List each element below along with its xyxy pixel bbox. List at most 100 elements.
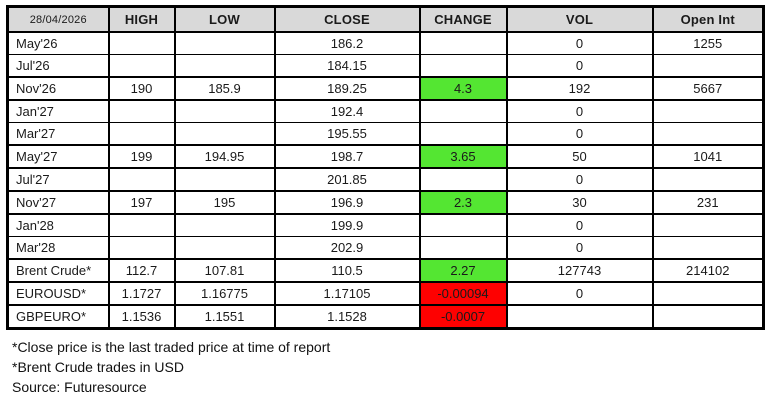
table-row: GBPEURO* 1.1536 1.1551 1.1528 -0.0007 [6, 304, 765, 330]
volume-value: 50 [505, 144, 654, 169]
close-value: 189.25 [273, 76, 421, 101]
low-value: 1.1551 [173, 304, 276, 330]
low-value: 185.9 [173, 76, 276, 101]
report-date: 28/04/2026 [6, 5, 110, 33]
low-value [173, 236, 276, 260]
change-value [418, 99, 508, 123]
change-value [418, 167, 508, 192]
footnotes: *Close price is the last traded price at… [6, 337, 762, 397]
contract-label: Jan'28 [6, 213, 110, 237]
change-value [418, 31, 508, 55]
change-value: 2.3 [418, 190, 508, 215]
change-value: 3.65 [418, 144, 508, 169]
open-interest-value [651, 99, 765, 123]
open-interest-value [651, 167, 765, 192]
contract-label: Brent Crude* [6, 258, 110, 283]
volume-value: 0 [505, 54, 654, 78]
high-value: 197 [107, 190, 176, 215]
close-value: 186.2 [273, 31, 421, 55]
low-value [173, 167, 276, 192]
col-header-close: CLOSE [273, 5, 421, 33]
low-value [173, 99, 276, 123]
volume-value: 0 [505, 167, 654, 192]
close-value: 202.9 [273, 236, 421, 260]
table-row: Mar'27 195.55 0 [6, 122, 765, 146]
col-header-high: HIGH [107, 5, 176, 33]
col-header-vol: VOL [505, 5, 654, 33]
change-value: -0.0007 [418, 304, 508, 330]
volume-value: 0 [505, 31, 654, 55]
open-interest-value [651, 236, 765, 260]
volume-value: 0 [505, 213, 654, 237]
open-interest-value: 1255 [651, 31, 765, 55]
close-value: 110.5 [273, 258, 421, 283]
table-row: Jul'26 184.15 0 [6, 54, 765, 78]
contract-label: Jul'27 [6, 167, 110, 192]
low-value [173, 54, 276, 78]
high-value [107, 213, 176, 237]
close-value: 1.17105 [273, 281, 421, 306]
contract-label: Mar'27 [6, 122, 110, 146]
low-value: 194.95 [173, 144, 276, 169]
change-value [418, 122, 508, 146]
low-value: 107.81 [173, 258, 276, 283]
col-header-low: LOW [173, 5, 276, 33]
close-value: 196.9 [273, 190, 421, 215]
table-row: May'27 199 194.95 198.7 3.65 50 1041 [6, 144, 765, 169]
table-body: May'26 186.2 0 1255 Jul'26 184.15 0 Nov'26 190 18… [6, 31, 765, 330]
volume-value: 0 [505, 281, 654, 306]
volume-value [505, 304, 654, 330]
high-value [107, 122, 176, 146]
table-row: Jul'27 201.85 0 [6, 167, 765, 192]
close-value: 199.9 [273, 213, 421, 237]
table-row: Nov'26 190 185.9 189.25 4.3 192 5667 [6, 76, 765, 101]
volume-value: 0 [505, 122, 654, 146]
open-interest-value: 1041 [651, 144, 765, 169]
open-interest-value: 214102 [651, 258, 765, 283]
table-row: Mar'28 202.9 0 [6, 236, 765, 260]
contract-label: Nov'27 [6, 190, 110, 215]
close-value: 1.1528 [273, 304, 421, 330]
open-interest-value: 5667 [651, 76, 765, 101]
change-value: 4.3 [418, 76, 508, 101]
low-value: 1.16775 [173, 281, 276, 306]
high-value: 190 [107, 76, 176, 101]
header-row: 28/04/2026 HIGH LOW CLOSE CHANGE VOL Ope… [6, 5, 765, 33]
contract-label: Jul'26 [6, 54, 110, 78]
contract-label: GBPEURO* [6, 304, 110, 330]
high-value: 112.7 [107, 258, 176, 283]
close-value: 192.4 [273, 99, 421, 123]
open-interest-value [651, 213, 765, 237]
table-row: Brent Crude* 112.7 107.81 110.5 2.27 127743 21… [6, 258, 765, 283]
col-header-change: CHANGE [418, 5, 508, 33]
change-value: -0.00094 [418, 281, 508, 306]
contract-label: Nov'26 [6, 76, 110, 101]
high-value [107, 236, 176, 260]
volume-value: 192 [505, 76, 654, 101]
close-value: 184.15 [273, 54, 421, 78]
footnote-close-price: *Close price is the last traded price at… [12, 339, 331, 355]
high-value: 1.1727 [107, 281, 176, 306]
close-value: 195.55 [273, 122, 421, 146]
change-value [418, 213, 508, 237]
change-value: 2.27 [418, 258, 508, 283]
contract-label: May'26 [6, 31, 110, 55]
low-value [173, 213, 276, 237]
table-row: May'26 186.2 0 1255 [6, 31, 765, 55]
low-value [173, 31, 276, 55]
footnote-brent-usd: *Brent Crude trades in USD [12, 359, 184, 375]
footnote-source: Source: Futuresource [12, 379, 147, 395]
high-value [107, 31, 176, 55]
contract-label: May'27 [6, 144, 110, 169]
table-row: Nov'27 197 195 196.9 2.3 30 231 [6, 190, 765, 215]
change-value [418, 54, 508, 78]
high-value [107, 167, 176, 192]
table-row: Jan'27 192.4 0 [6, 99, 765, 123]
low-value: 195 [173, 190, 276, 215]
contract-label: Mar'28 [6, 236, 110, 260]
low-value [173, 122, 276, 146]
high-value [107, 99, 176, 123]
open-interest-value [651, 122, 765, 146]
open-interest-value [651, 281, 765, 306]
